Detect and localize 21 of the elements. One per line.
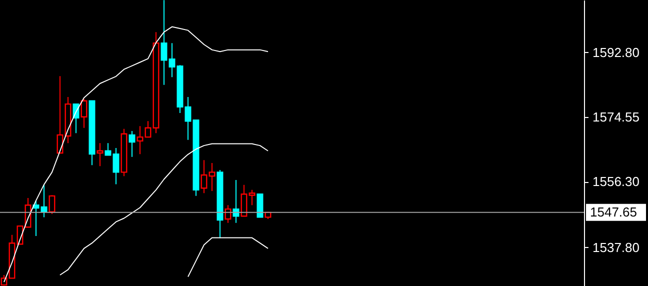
- y-tick-label: 1574.55: [592, 110, 640, 125]
- candlestick: [208, 162, 216, 192]
- line-series: [60, 143, 268, 276]
- candlestick: [144, 120, 152, 138]
- candlestick: [256, 194, 264, 218]
- candlestick: [96, 142, 104, 167]
- y-tick-label: 1556.30: [592, 174, 640, 190]
- line-series: [188, 237, 268, 278]
- candlestick: [136, 126, 144, 155]
- candlestick: [168, 42, 176, 78]
- candlestick: [48, 194, 56, 215]
- candlestick: [184, 96, 192, 140]
- y-tick-label: 1592.80: [592, 44, 640, 60]
- candlestick: [248, 189, 256, 206]
- candlestick: [112, 148, 120, 185]
- y-tick-label: 1537.80: [592, 240, 640, 255]
- candlestick: [160, 0, 168, 86]
- candlestick: [128, 130, 136, 158]
- candlestick: [80, 98, 88, 128]
- ref-line-label: 1547.65: [590, 204, 637, 220]
- candlestick: [200, 160, 208, 194]
